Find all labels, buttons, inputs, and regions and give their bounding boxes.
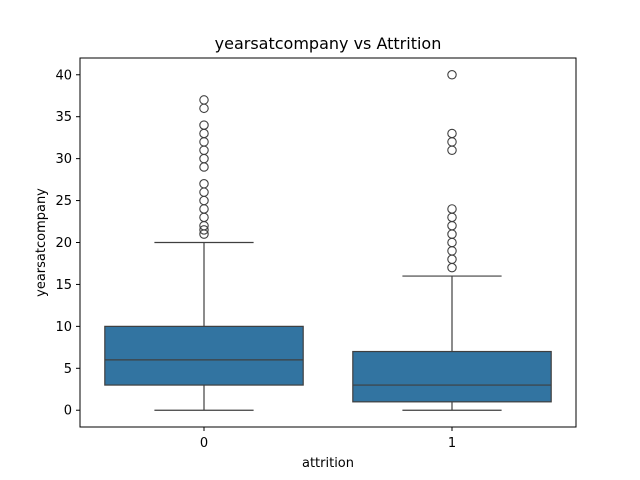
outlier-point	[199, 137, 209, 147]
outlier-point	[199, 162, 209, 172]
box-group-0	[104, 95, 304, 411]
box-iqr	[104, 325, 304, 386]
x-axis-title: attrition	[302, 456, 354, 471]
y-tick-label: 30	[55, 152, 72, 167]
plot-area	[104, 70, 552, 411]
y-tick-label: 10	[55, 320, 72, 335]
outlier-point	[447, 237, 457, 248]
outlier-point	[199, 179, 209, 189]
outlier-point	[199, 212, 209, 223]
outlier-point	[447, 254, 457, 265]
outlier-point	[447, 262, 457, 273]
y-tick-label: 35	[55, 110, 72, 125]
y-tick-label: 40	[55, 68, 72, 83]
x-tick-label: 1	[448, 436, 456, 451]
outlier-point	[199, 195, 209, 206]
y-tick-label: 15	[55, 278, 72, 293]
x-tick-label: 0	[200, 436, 208, 451]
outlier-point	[447, 128, 457, 139]
chart-title: yearsatcompany vs Attrition	[215, 34, 442, 53]
outlier-point	[447, 212, 457, 223]
outlier-point	[447, 70, 457, 80]
outlier-point	[199, 128, 209, 139]
outlier-point	[447, 246, 457, 256]
outlier-point	[199, 95, 209, 105]
box-iqr	[352, 350, 552, 403]
y-axis: 0 5 10 15 20 25 30 35 40	[55, 68, 80, 419]
y-tick-label: 5	[64, 362, 72, 377]
outlier-point	[199, 225, 209, 235]
box-group-1	[352, 70, 552, 411]
y-tick-label: 20	[55, 236, 72, 251]
y-tick-label: 25	[55, 194, 72, 209]
outlier-point	[447, 145, 457, 156]
outlier-point	[199, 153, 209, 164]
outlier-point	[199, 187, 209, 197]
outlier-point	[447, 220, 457, 231]
outlier-point	[199, 204, 209, 214]
outlier-point	[199, 120, 209, 130]
outlier-point	[447, 204, 457, 214]
y-tick-label: 0	[64, 404, 72, 419]
outlier-point	[447, 229, 457, 239]
outlier-point	[199, 103, 209, 114]
outlier-point	[199, 145, 209, 156]
y-axis-title: yearsatcompany	[34, 188, 49, 297]
outlier-point	[447, 137, 457, 147]
